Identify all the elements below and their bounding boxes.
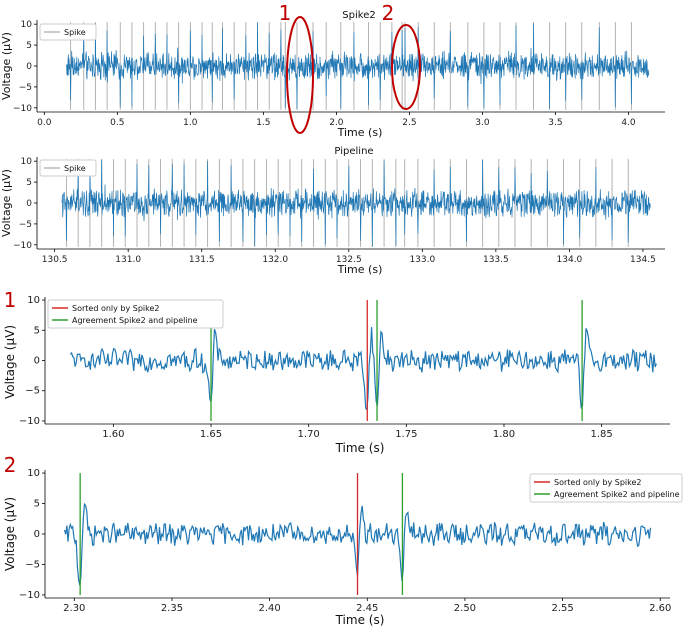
zoom-2-y-tick-label: −5 [25, 559, 40, 570]
spike2-y-tick-label: 0 [26, 62, 32, 72]
spike2-y-tick-label: −5 [19, 83, 32, 93]
zoom-2-x-tick-label: 2.40 [258, 603, 280, 614]
pipeline-x-tick-label: 134.5 [630, 255, 656, 265]
pipeline-x-tick-label: 132.0 [262, 255, 288, 265]
zoom-1-y-tick-label: 5 [34, 325, 40, 336]
zoom-2-legend-spike2: Sorted only by Spike2 [554, 478, 642, 487]
pipeline-x-tick-label: 130.5 [42, 255, 68, 265]
zoom-2-y-tick-label: 5 [34, 499, 40, 510]
pipeline-y-tick-label: 10 [21, 157, 33, 167]
zoom-2-y-tick-label: 0 [34, 529, 40, 540]
zoom-2-y-tick-label: −10 [19, 590, 40, 601]
pipeline-legend: Spike [39, 159, 97, 177]
zoom-1-panel: 1 1.60 1.65 1.70 1.75 1.80 1.85 10 5 0 −5 −10 Time… [3, 288, 670, 455]
zoom-1-x-tick-label: 1.65 [200, 429, 222, 440]
zoom-2-x-tick-label: 2.55 [551, 603, 573, 614]
pipeline-x-tick-label: 134.0 [557, 255, 583, 265]
pipeline-x-tick-label: 131.0 [115, 255, 141, 265]
zoom-1-legend-agreement: Agreement Spike2 and pipeline [72, 316, 198, 325]
spike2-voltage-trace [65, 22, 650, 110]
pipeline-y-label: Voltage (μV) [0, 169, 13, 237]
zoom-1-y-tick-label: −10 [19, 416, 40, 427]
spike2-x-tick-label: 1.0 [183, 118, 198, 128]
zoom-2-x-tick-label: 2.50 [454, 603, 476, 614]
spike2-x-tick-label: 3.0 [475, 118, 490, 128]
spike2-y-tick-label: −10 [13, 104, 32, 114]
annotation-label-1: 1 [279, 1, 292, 25]
zoom-1-legend-spike2: Sorted only by Spike2 [72, 304, 160, 313]
zoom-2-y-label: Voltage (μV) [3, 497, 17, 571]
zoom-1-y-tick-label: 0 [34, 356, 40, 367]
zoom-1-y-label: Voltage (μV) [3, 325, 17, 399]
pipeline-x-tick-label: 133.0 [409, 255, 435, 265]
zoom-2-x-label: Time (s) [335, 613, 385, 627]
zoom-1-y-tick-label: −5 [25, 386, 40, 397]
spike2-x-tick-label: 0.5 [110, 118, 124, 128]
zoom-2-legend: Sorted only by Spike2 Agreement Spike2 a… [529, 473, 683, 503]
zoom-1-x-label: Time (s) [335, 441, 385, 455]
zoom-2-x-tick-label: 2.45 [356, 603, 378, 614]
spike2-y-label: Voltage (μV) [0, 32, 13, 100]
zoom-1-y-tick-label: 10 [27, 295, 40, 306]
pipeline-x-label: Time (s) [337, 263, 383, 276]
pipeline-y-tick-label: −5 [19, 220, 32, 230]
zoom-1-x-tick-label: 1.60 [102, 429, 124, 440]
pipeline-y-tick-label: 5 [26, 178, 32, 188]
spike2-legend: Spike [39, 23, 97, 41]
spike2-x-tick-label: 2.5 [402, 118, 416, 128]
pipeline-legend-label: Spike [64, 164, 86, 173]
spike2-x-tick-label: 1.5 [256, 118, 270, 128]
zoom-2-x-tick-label: 2.30 [63, 603, 85, 614]
zoom-2-legend-agreement: Agreement Spike2 and pipeline [554, 490, 680, 499]
pipeline-y-tick-label: 0 [26, 199, 32, 209]
pipeline-x-tick-label: 131.5 [189, 255, 215, 265]
zoom-2-x-tick-label: 2.35 [161, 603, 183, 614]
spike2-x-label: Time (s) [337, 126, 383, 139]
zoom-1-x-tick-label: 1.70 [298, 429, 320, 440]
pipeline-x-tick-label: 133.5 [483, 255, 509, 265]
zoom-1-voltage-trace [69, 327, 657, 412]
zoom-1-x-tick-label: 1.85 [591, 429, 613, 440]
spike2-y-tick-label: 5 [26, 41, 32, 51]
spike2-x-tick-label: 0.0 [37, 118, 52, 128]
zoom-2-panel: 2 2.30 2.35 2.40 2.45 2.50 2.55 2.601050−5−10 … [3, 453, 683, 627]
zoom-2-x-tick-label: 2.60 [649, 603, 671, 614]
pipeline-x-tick-label: 132.5 [336, 255, 362, 265]
spike2-y-tick-label: 10 [21, 20, 33, 30]
spike2-x-tick-label: 2.0 [329, 118, 344, 128]
pipeline-panel: Pipeline 130.5 131.0 131.5 132.0 132.5 133.0 1… [0, 146, 665, 276]
annotation-ellipse-2 [391, 24, 421, 110]
zoom-1-x-tick-label: 1.80 [493, 429, 515, 440]
zoom-1-legend: Sorted only by Spike2 Agreement Spike2 a… [47, 299, 224, 329]
pipeline-title: Pipeline [334, 146, 373, 157]
spike2-x-tick-label: 4.0 [621, 118, 636, 128]
pipeline-y-tick-label: −10 [13, 241, 32, 251]
spike2-title: Spike2 [342, 10, 375, 21]
zoom-2-y-tick-label: 10 [27, 468, 40, 479]
annotation-ellipse-1 [286, 16, 314, 134]
spike2-x-tick-label: 3.5 [548, 118, 562, 128]
annotation-group: 1 2 [279, 1, 421, 134]
zoom-1-x-tick-label: 1.75 [395, 429, 417, 440]
zoom-2-label: 2 [4, 453, 17, 477]
zoom-1-label: 1 [4, 288, 17, 312]
spike2-legend-label: Spike [64, 28, 86, 37]
annotation-label-2: 2 [382, 1, 395, 25]
spike2-panel: Spike2 0.0 0.5 1.0 1.5 2.0 2.5 3.0 3.5 4.01050−5… [0, 1, 665, 139]
pipeline-voltage-trace [61, 159, 651, 247]
